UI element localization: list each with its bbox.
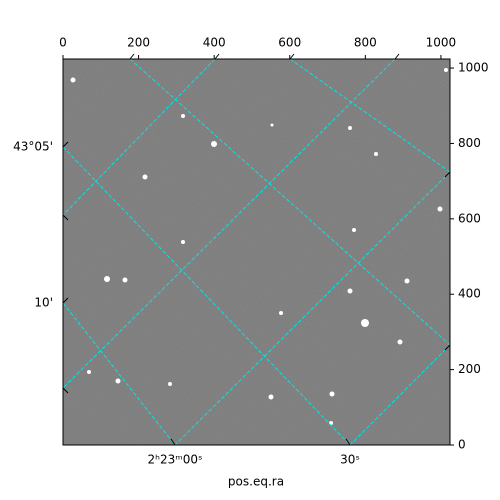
grid-edge-tick <box>444 344 451 351</box>
grid-edge-tick <box>62 387 69 394</box>
ra-tick-label: 2ʰ23ᵐ00ˢ <box>148 453 203 467</box>
coordinate-grid <box>62 58 451 446</box>
dec-tick <box>62 141 69 148</box>
top-tick-label: 600 <box>278 36 301 50</box>
top-tick-label: 800 <box>354 36 377 50</box>
dec-tick-label: 10' <box>34 296 53 310</box>
top-tick-label: 0 <box>59 36 67 50</box>
right-tick-label: 0 <box>458 438 466 452</box>
grid-edge-tick <box>289 53 295 60</box>
top-tick-label: 200 <box>127 36 150 50</box>
image-noise <box>63 59 450 445</box>
right-tick-label: 400 <box>458 287 481 301</box>
ra-tick-label: 30ˢ <box>340 453 360 467</box>
right-tick-label: 600 <box>458 211 481 225</box>
dec-tick <box>62 297 69 304</box>
right-tick-label: 1000 <box>458 61 489 75</box>
axes-frame <box>62 58 451 446</box>
grid-edge-tick <box>214 53 220 60</box>
right-tick-label: 800 <box>458 136 481 150</box>
top-tick-label: 1000 <box>426 36 457 50</box>
grid-edge-tick <box>394 53 400 60</box>
stars <box>70 68 448 425</box>
top-tick-label: 400 <box>203 36 226 50</box>
grid-edge-tick <box>129 53 135 60</box>
ra-tick <box>345 438 351 446</box>
grid-edge-tick <box>62 214 69 221</box>
dec-tick-label: 43°05' <box>13 140 53 154</box>
x-axis-label: pos.eq.ra <box>228 475 284 489</box>
right-tick-label: 200 <box>458 362 481 376</box>
ra-tick <box>170 438 176 446</box>
grid-edge-tick <box>444 171 451 178</box>
